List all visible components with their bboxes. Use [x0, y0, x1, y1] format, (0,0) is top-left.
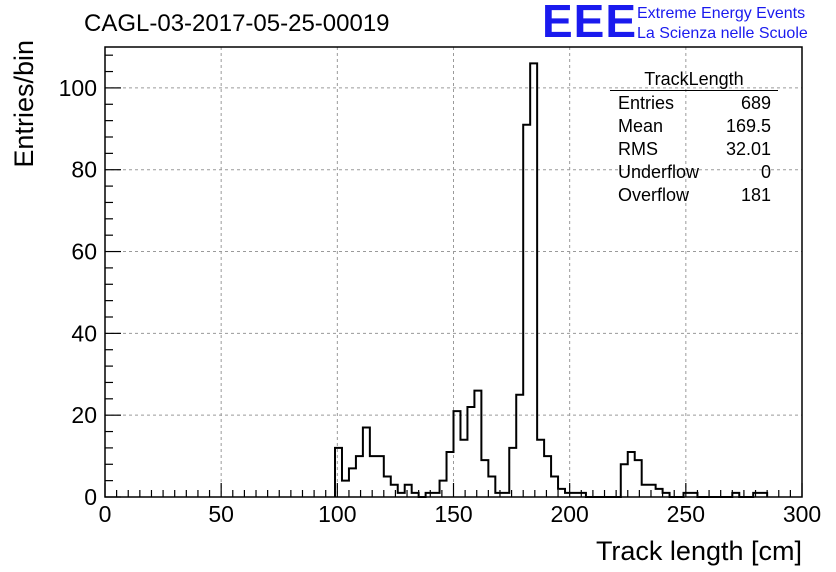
histogram-bin — [356, 456, 363, 497]
histogram-bin — [377, 456, 384, 497]
histogram-bin — [621, 464, 628, 497]
histogram-bin — [335, 448, 342, 497]
y-tick-label: 20 — [71, 402, 97, 428]
stats-row-underflow: Underflow 0 — [618, 162, 771, 184]
stats-key: RMS — [618, 139, 658, 159]
histogram-bin — [530, 63, 537, 497]
histogram-bin — [628, 452, 635, 497]
stats-key: Mean — [618, 116, 664, 136]
eee-logo-mark: EEE — [542, 0, 638, 47]
x-axis-label: Track length [cm] — [596, 536, 802, 566]
stats-key: Overflow — [618, 185, 690, 205]
histogram-bin — [405, 485, 412, 497]
x-tick-label: 250 — [667, 501, 705, 527]
stats-value: 169.5 — [725, 116, 771, 136]
histogram-bin — [656, 489, 663, 497]
stats-value: 181 — [740, 185, 771, 205]
axis-ticks — [104, 54, 803, 498]
y-tick-label: 0 — [84, 484, 97, 510]
stats-row-overflow: Overflow 181 — [618, 185, 771, 207]
stats-row-rms: RMS 32.01 — [618, 139, 771, 161]
histogram-bin — [384, 477, 391, 497]
y-tick-label: 80 — [71, 157, 97, 183]
histogram-bin — [454, 411, 461, 497]
stats-row-entries: Entries 689 — [618, 93, 771, 115]
histogram-bin — [551, 477, 558, 497]
histogram-bin — [649, 485, 656, 497]
x-tick-label: 300 — [783, 501, 821, 527]
stats-value: 689 — [740, 93, 771, 113]
stats-row-mean: Mean 169.5 — [618, 116, 771, 138]
stats-value: 0 — [760, 162, 771, 182]
histogram-bin — [516, 395, 523, 497]
histogram-bin — [363, 427, 370, 497]
stats-box-title: TrackLength — [644, 69, 744, 89]
logo-text-line-2: La Scienza nelle Scuole — [637, 25, 808, 42]
histogram-bin — [391, 485, 398, 497]
histogram-bin — [635, 460, 642, 497]
y-tick-label: 60 — [71, 239, 97, 265]
stats-box: TrackLength Entries 689 Mean 169.5 RMS 3… — [610, 69, 778, 206]
histogram-bin — [370, 456, 377, 497]
x-tick-labels: 0 50 100 150 200 250 300 — [99, 501, 822, 527]
run-title: CAGL-03-2017-05-25-00019 — [84, 10, 390, 37]
histogram-bin — [544, 456, 551, 497]
y-tick-label: 100 — [59, 75, 97, 101]
y-tick-label: 40 — [71, 320, 97, 346]
histogram-bin — [460, 440, 467, 497]
histogram-bin — [474, 391, 481, 497]
y-tick-labels: 0 20 40 60 80 100 — [59, 75, 97, 510]
x-tick-label: 200 — [550, 501, 588, 527]
histogram-bin — [509, 448, 516, 497]
x-tick-label: 150 — [434, 501, 472, 527]
histogram-bin — [467, 407, 474, 497]
histogram-bin — [523, 125, 530, 497]
eee-logo: EEE Extreme Energy Events La Scienza nel… — [542, 0, 832, 47]
stats-value: 32.01 — [725, 139, 771, 159]
histogram-bin — [642, 485, 649, 497]
x-tick-label: 0 — [99, 501, 112, 527]
x-tick-label: 100 — [318, 501, 356, 527]
stats-key: Entries — [618, 93, 675, 113]
histogram-bin — [342, 481, 349, 497]
histogram-bin — [488, 477, 495, 497]
stats-key: Underflow — [618, 162, 700, 182]
stats-box-divider — [610, 90, 778, 91]
histogram-bin — [537, 440, 544, 497]
y-axis-label: Entries/bin — [9, 40, 39, 168]
x-tick-label: 50 — [208, 501, 234, 527]
histogram-bin — [481, 460, 488, 497]
histogram-bin — [558, 489, 565, 497]
histogram-bin — [440, 481, 447, 497]
histogram-bin — [349, 468, 356, 497]
histogram-bin — [447, 452, 454, 497]
logo-text-line-1: Extreme Energy Events — [637, 5, 806, 22]
